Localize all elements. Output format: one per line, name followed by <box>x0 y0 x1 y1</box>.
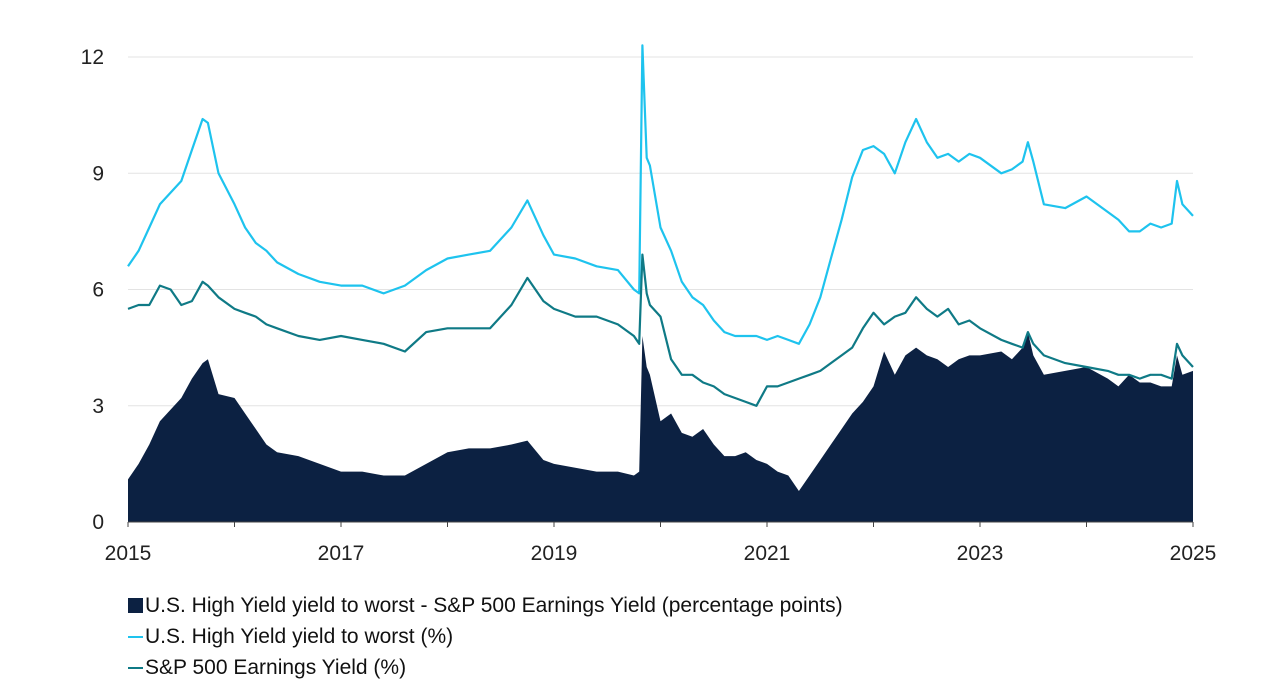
gridlines <box>128 56 1193 407</box>
x-tick-label: 2021 <box>744 542 791 565</box>
legend-swatch-sp-ey <box>128 666 143 669</box>
chart: 2015 2017 2019 2021 2023 2025 0 3 6 9 12 <box>81 44 1217 565</box>
legend-label-sp-ey: S&P 500 Earnings Yield (%) <box>145 655 407 679</box>
x-tick-label: 2017 <box>318 542 365 565</box>
y-tick-label: 3 <box>92 395 104 418</box>
series-line-2 <box>127 253 1194 407</box>
y-tick-label: 9 <box>92 162 104 185</box>
legend-item-spread: U.S. High Yield yield to worst - S&P 500… <box>128 590 843 621</box>
legend: U.S. High Yield yield to worst - S&P 500… <box>128 590 843 683</box>
series-area-0 <box>128 332 1193 522</box>
legend-swatch-spread <box>128 598 143 613</box>
x-tick-label: 2025 <box>1170 542 1217 565</box>
y-tick-label: 12 <box>81 46 104 69</box>
line-series-layer <box>127 44 1194 407</box>
x-tick-label: 2015 <box>105 542 152 565</box>
legend-item-hy-ytw: U.S. High Yield yield to worst (%) <box>128 621 843 652</box>
area-series-layer <box>128 332 1193 522</box>
x-tick-label: 2023 <box>957 542 1004 565</box>
y-tick-label: 0 <box>92 511 104 534</box>
legend-item-sp-ey: S&P 500 Earnings Yield (%) <box>128 652 843 683</box>
legend-swatch-hy-ytw <box>128 635 143 638</box>
legend-label-hy-ytw: U.S. High Yield yield to worst (%) <box>145 624 454 648</box>
legend-label-spread: U.S. High Yield yield to worst - S&P 500… <box>145 593 843 617</box>
y-tick-label: 6 <box>92 279 104 302</box>
series-line-1 <box>127 44 1194 345</box>
x-tick-label: 2019 <box>531 542 578 565</box>
y-axis-ticks: 0 3 6 9 12 <box>81 46 104 534</box>
x-axis-ticks: 2015 2017 2019 2021 2023 2025 <box>105 522 1217 565</box>
